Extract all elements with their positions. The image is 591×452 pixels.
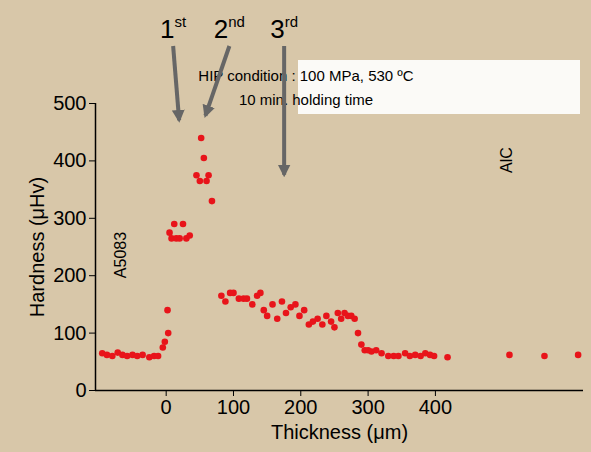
- svg-text:Thickness (μm): Thickness (μm): [271, 421, 408, 443]
- svg-text:0: 0: [75, 379, 86, 401]
- svg-text:10 min. holding time: 10 min. holding time: [239, 91, 373, 108]
- svg-text:A5083: A5083: [112, 232, 129, 278]
- svg-text:400: 400: [53, 149, 86, 171]
- svg-text:3rd: 3rd: [270, 13, 298, 44]
- svg-text:1st: 1st: [160, 13, 187, 44]
- svg-text:500: 500: [53, 92, 86, 114]
- svg-text:300: 300: [53, 207, 86, 229]
- svg-text:100: 100: [217, 396, 250, 418]
- svg-text:100: 100: [53, 322, 86, 344]
- svg-text:300: 300: [351, 396, 384, 418]
- svg-text:2nd: 2nd: [214, 13, 245, 44]
- svg-text:200: 200: [53, 264, 86, 286]
- svg-text:AlC: AlC: [498, 147, 515, 173]
- svg-text:0: 0: [161, 396, 172, 418]
- svg-text:HIP condition : 100 MPa, 530 º: HIP condition : 100 MPa, 530 ºC: [198, 67, 413, 84]
- svg-text:200: 200: [284, 396, 317, 418]
- svg-text:Hardness (μHv): Hardness (μHv): [26, 177, 48, 317]
- svg-text:400: 400: [419, 396, 452, 418]
